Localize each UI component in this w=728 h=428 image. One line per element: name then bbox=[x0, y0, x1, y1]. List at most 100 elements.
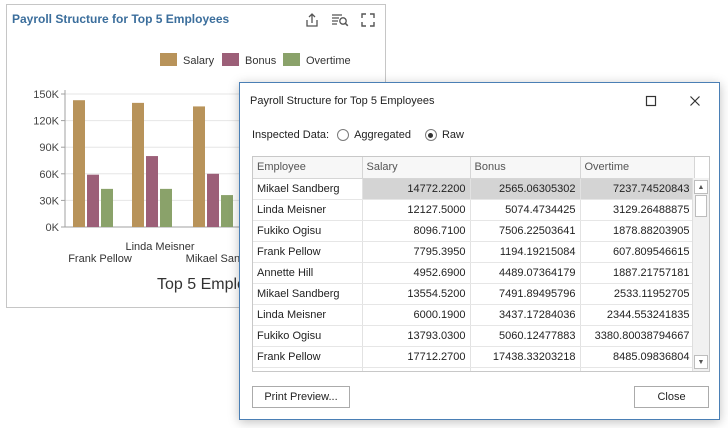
inspect-data-dialog: Payroll Structure for Top 5 Employees In… bbox=[239, 82, 720, 420]
employee-cell[interactable]: Fukiko Ogisu bbox=[253, 220, 363, 242]
overtime-cell[interactable]: 3380.80038794667 bbox=[580, 325, 695, 347]
table-row[interactable]: Mikael Sandberg 14772.2200 2565.06305302 72… bbox=[253, 178, 695, 200]
column-header-bonus[interactable]: Bonus bbox=[470, 157, 581, 179]
close-icon bbox=[690, 96, 700, 106]
salary-cell[interactable]: 14772.2200 bbox=[362, 178, 471, 200]
employee-cell[interactable]: Linda Meisner bbox=[253, 304, 363, 326]
employee-cell[interactable]: Fukiko Ogisu bbox=[253, 325, 363, 347]
legend-label: Salary bbox=[183, 55, 215, 67]
y-tick-label: 30K bbox=[39, 195, 59, 207]
y-tick-label: 0K bbox=[46, 222, 60, 234]
scroll-down-arrow[interactable]: ▼ bbox=[694, 355, 708, 369]
bar bbox=[160, 188, 172, 227]
salary-cell[interactable]: 12127.5000 bbox=[362, 199, 471, 221]
scroll-thumb[interactable] bbox=[695, 195, 707, 217]
legend-swatch bbox=[283, 53, 300, 66]
radio-aggregated-label: Aggregated bbox=[354, 129, 411, 141]
table-row[interactable]: Mikael Sandberg 13554.5200 7491.89495796 25… bbox=[253, 283, 695, 305]
radio-aggregated[interactable]: Aggregated bbox=[337, 129, 411, 141]
x-category-label: Frank Pellow bbox=[68, 253, 132, 265]
maximize-icon[interactable] bbox=[359, 11, 377, 29]
y-tick-label: 150K bbox=[33, 89, 59, 101]
bar bbox=[221, 195, 233, 227]
data-grid[interactable]: Employee Salary Bonus Overtime Mikael Sa… bbox=[252, 156, 710, 372]
bonus-cell[interactable]: 17438.33203218 bbox=[470, 346, 581, 368]
salary-cell[interactable]: 13554.5200 bbox=[362, 283, 471, 305]
table-row[interactable]: Fukiko Ogisu 8096.7100 7506.22503641 1878.8… bbox=[253, 220, 695, 242]
overtime-cell[interactable]: 3129.26488875 bbox=[580, 199, 695, 221]
bar bbox=[87, 174, 99, 227]
maximize-button[interactable] bbox=[639, 91, 663, 111]
employee-cell[interactable] bbox=[253, 367, 363, 371]
salary-cell[interactable]: 17712.2700 bbox=[362, 346, 471, 368]
radio-raw[interactable]: Raw bbox=[424, 129, 464, 141]
overtime-cell[interactable]: 1878.88203905 bbox=[580, 220, 695, 242]
column-header-salary[interactable]: Salary bbox=[362, 157, 471, 179]
salary-cell[interactable]: 4952.6900 bbox=[362, 262, 471, 284]
export-icon[interactable] bbox=[303, 11, 321, 29]
overtime-cell[interactable]: 2533.11952705 bbox=[580, 283, 695, 305]
bar bbox=[101, 188, 113, 227]
column-header-employee[interactable]: Employee bbox=[253, 157, 363, 179]
bonus-cell[interactable]: 1194.19215084 bbox=[470, 241, 581, 263]
employee-cell[interactable]: Linda Meisner bbox=[253, 199, 363, 221]
table-row[interactable]: Linda Meisner 6000.1900 3437.17284036 2344.… bbox=[253, 304, 695, 326]
maximize-window-icon bbox=[645, 95, 657, 107]
salary-cell[interactable]: 13793.0300 bbox=[362, 325, 471, 347]
y-tick-label: 90K bbox=[39, 142, 59, 154]
bar bbox=[193, 106, 205, 227]
legend-swatch bbox=[222, 53, 239, 66]
bar-chart: Salary Bonus Overtime 0K 30K 60K 90K 120K 150K Fr… bbox=[33, 53, 387, 293]
vertical-scrollbar[interactable]: ▲ ▼ bbox=[692, 178, 709, 371]
salary-cell[interactable]: 6000.1900 bbox=[362, 304, 471, 326]
employee-cell[interactable]: Mikael Sandberg bbox=[253, 283, 363, 305]
bonus-cell[interactable]: 5074.4734425 bbox=[470, 199, 581, 221]
y-tick-label: 120K bbox=[33, 116, 59, 128]
close-button[interactable]: Close bbox=[634, 386, 709, 408]
overtime-cell[interactable] bbox=[580, 367, 695, 371]
close-window-button[interactable] bbox=[683, 91, 707, 111]
chart-caption: Payroll Structure for Top 5 Employees bbox=[12, 12, 230, 26]
table-row[interactable]: Frank Pellow 17712.2700 17438.33203218 8485… bbox=[253, 346, 695, 368]
legend-label: Bonus bbox=[245, 55, 277, 67]
radio-raw-dot bbox=[424, 129, 437, 141]
salary-cell[interactable] bbox=[362, 367, 471, 371]
inspect-data-icon[interactable] bbox=[331, 11, 349, 29]
table-row[interactable]: Frank Pellow 7795.3950 1194.19215084 607.80… bbox=[253, 241, 695, 263]
overtime-cell[interactable]: 8485.09836804 bbox=[580, 346, 695, 368]
legend-label: Overtime bbox=[306, 55, 351, 67]
chart-toolbar bbox=[303, 11, 377, 29]
table-row[interactable]: Linda Meisner 12127.5000 5074.4734425 3129.… bbox=[253, 199, 695, 221]
bonus-cell[interactable]: 5060.12477883 bbox=[470, 325, 581, 347]
print-preview-button[interactable]: Print Preview... bbox=[252, 386, 350, 408]
inspected-data-label: Inspected Data: bbox=[252, 129, 330, 141]
y-tick-label: 60K bbox=[39, 169, 59, 181]
inspected-data-row: Inspected Data: Aggregated Raw bbox=[252, 129, 464, 141]
radio-raw-label: Raw bbox=[441, 129, 464, 141]
salary-cell[interactable]: 8096.7100 bbox=[362, 220, 471, 242]
salary-cell[interactable]: 7795.3950 bbox=[362, 241, 471, 263]
bonus-cell[interactable]: 3437.17284036 bbox=[470, 304, 581, 326]
employee-cell[interactable]: Mikael Sandberg bbox=[253, 178, 363, 200]
bonus-cell[interactable] bbox=[470, 367, 581, 371]
employee-cell[interactable]: Frank Pellow bbox=[253, 241, 363, 263]
legend-swatch bbox=[160, 53, 177, 66]
table-row[interactable] bbox=[253, 367, 695, 371]
employee-cell[interactable]: Frank Pellow bbox=[253, 346, 363, 368]
overtime-cell[interactable]: 1887.21757181 bbox=[580, 262, 695, 284]
column-header-overtime[interactable]: Overtime bbox=[580, 157, 695, 179]
x-axis-title: Top 5 Emplo bbox=[157, 276, 246, 293]
bonus-cell[interactable]: 7491.89495796 bbox=[470, 283, 581, 305]
table-row[interactable]: Annette Hill 4952.6900 4489.07364179 1887.2… bbox=[253, 262, 695, 284]
overtime-cell[interactable]: 7237.74520843 bbox=[580, 178, 695, 200]
bonus-cell[interactable]: 4489.07364179 bbox=[470, 262, 581, 284]
overtime-cell[interactable]: 2344.553241835 bbox=[580, 304, 695, 326]
employee-cell[interactable]: Annette Hill bbox=[253, 262, 363, 284]
bar bbox=[146, 156, 158, 227]
bonus-cell[interactable]: 7506.22503641 bbox=[470, 220, 581, 242]
overtime-cell[interactable]: 607.809546615 bbox=[580, 241, 695, 263]
scroll-up-arrow[interactable]: ▲ bbox=[694, 180, 708, 194]
bonus-cell[interactable]: 2565.06305302 bbox=[470, 178, 581, 200]
dialog-title: Payroll Structure for Top 5 Employees bbox=[250, 95, 435, 107]
table-row[interactable]: Fukiko Ogisu 13793.0300 5060.12477883 3380.… bbox=[253, 325, 695, 347]
